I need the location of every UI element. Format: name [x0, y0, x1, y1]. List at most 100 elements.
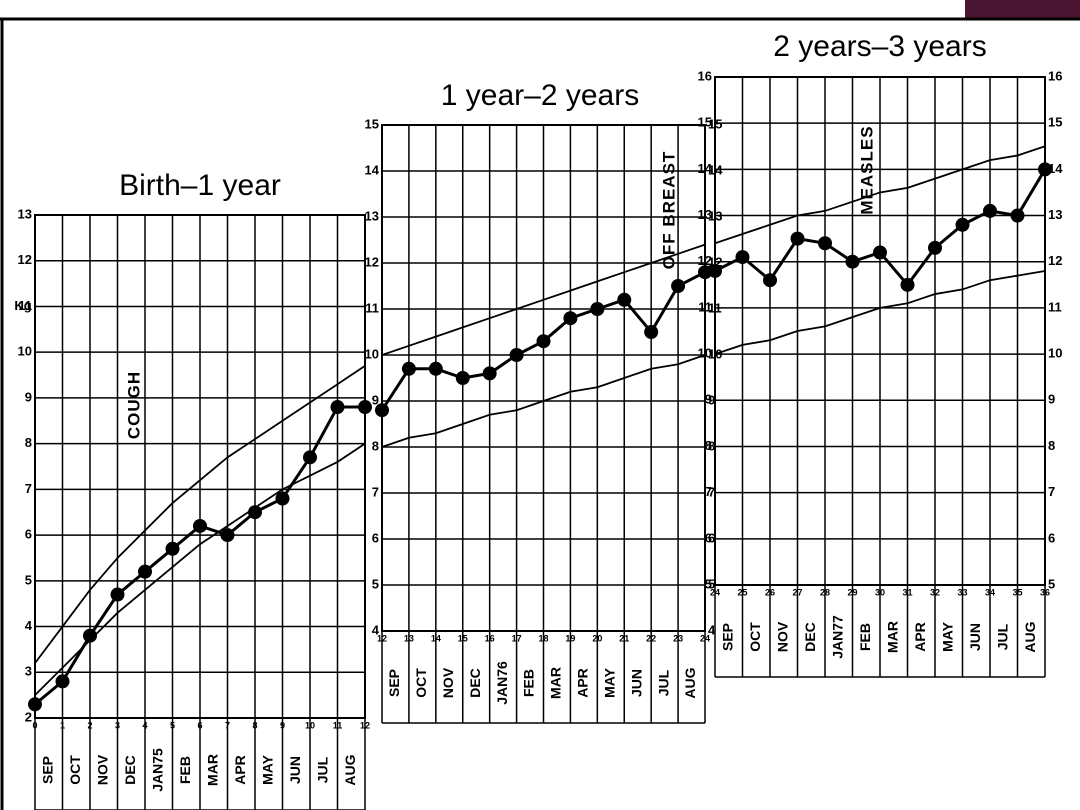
- weight-point: [401, 361, 416, 376]
- month-label: NOV: [774, 621, 790, 652]
- x-tick-label: 36: [1040, 587, 1050, 597]
- month-label: JAN75: [149, 748, 165, 792]
- month-label: SEP: [39, 756, 55, 784]
- x-tick-label: 21: [619, 633, 629, 643]
- corner-bar: [965, 0, 1080, 18]
- month-label: AUG: [1022, 621, 1038, 652]
- weight-point: [28, 697, 42, 712]
- weight-point: [536, 334, 551, 349]
- y-tick-label: 14: [1048, 161, 1063, 176]
- x-tick-label: 7: [225, 720, 230, 730]
- weight-point: [671, 279, 686, 293]
- y-tick-label: 8: [25, 435, 32, 450]
- y-tick-label: 13: [18, 206, 32, 221]
- y-tick-label: 7: [708, 484, 715, 499]
- x-tick-label: 16: [485, 633, 495, 643]
- weight-point: [165, 541, 180, 556]
- y-tick-label: 6: [372, 530, 379, 545]
- y-tick-label: 4: [25, 618, 33, 633]
- weight-point: [220, 528, 235, 543]
- y-tick-label: 8: [708, 438, 715, 453]
- x-tick-label: 26: [765, 587, 775, 597]
- x-tick-label: 3: [115, 720, 120, 730]
- y-tick-label: 12: [365, 254, 379, 269]
- y-tick-label: 13: [365, 208, 379, 223]
- month-label: JAN76: [494, 661, 510, 705]
- weight-point: [1010, 208, 1025, 223]
- weight-point: [563, 311, 578, 326]
- weight-point: [928, 240, 942, 255]
- x-tick-label: 0: [32, 720, 37, 730]
- month-label: FEB: [521, 669, 537, 697]
- x-tick-label: 15: [458, 633, 468, 643]
- weight-point: [790, 231, 805, 246]
- month-label: SEP: [719, 623, 735, 651]
- month-label: APR: [912, 622, 928, 652]
- weight-point: [330, 400, 345, 415]
- y-tick-label: 5: [1048, 576, 1055, 591]
- y-tick-label: 4: [708, 622, 716, 637]
- weight-point: [55, 674, 70, 689]
- reference-curve: [381, 354, 706, 448]
- month-label: SEP: [386, 669, 402, 697]
- y-axis-label: Kg: [14, 298, 31, 313]
- x-tick-label: 23: [673, 633, 683, 643]
- y-tick-label: 5: [708, 576, 715, 591]
- month-label: MAR: [548, 667, 564, 699]
- x-tick-label: 34: [985, 587, 995, 597]
- weight-point: [818, 236, 832, 251]
- weight-point: [375, 403, 389, 418]
- weight-point: [617, 292, 632, 307]
- month-label: FEB: [177, 756, 193, 784]
- x-tick-label: 13: [404, 633, 414, 643]
- x-tick-label: 24: [700, 633, 710, 643]
- x-tick-label: 18: [538, 633, 548, 643]
- x-tick-label: 14: [431, 633, 441, 643]
- y-tick-label: 9: [372, 392, 379, 407]
- y-tick-label: 10: [18, 344, 32, 359]
- y-tick-label: 10: [365, 346, 379, 361]
- month-label: JUN: [287, 756, 303, 784]
- month-label: JUL: [314, 756, 330, 783]
- x-tick-label: 11: [333, 720, 343, 730]
- month-label: DEC: [467, 668, 483, 698]
- x-tick-label: 12: [377, 633, 387, 643]
- month-label: DEC: [122, 755, 138, 785]
- weight-point: [138, 564, 152, 579]
- weight-point: [110, 587, 125, 602]
- month-label: MAR: [204, 754, 220, 786]
- month-label: MAY: [601, 667, 617, 697]
- y-tick-label: 13: [698, 207, 712, 222]
- y-tick-label: 7: [25, 481, 32, 496]
- weight-point: [873, 245, 887, 260]
- y-tick-label: 11: [365, 300, 379, 315]
- y-tick-label: 14: [365, 162, 380, 177]
- x-tick-label: 6: [197, 720, 202, 730]
- y-tick-label: 11: [1048, 299, 1062, 314]
- y-tick-label: 9: [1048, 392, 1055, 407]
- weight-point: [644, 325, 659, 339]
- y-tick-label: 15: [1048, 115, 1062, 130]
- month-label: OCT: [67, 755, 83, 785]
- month-label: JUL: [655, 669, 671, 696]
- annotation: OFF BREAST: [659, 151, 678, 270]
- x-tick-label: 2: [87, 720, 92, 730]
- y-tick-label: 14: [698, 161, 713, 176]
- month-label: JUN: [967, 623, 983, 651]
- month-label: APR: [575, 668, 591, 698]
- month-label: MAR: [884, 621, 900, 653]
- y-tick-label: 15: [365, 116, 379, 131]
- y-tick-label: 9: [705, 392, 712, 407]
- x-tick-label: 17: [512, 633, 522, 643]
- month-label: FEB: [857, 623, 873, 651]
- weight-point: [900, 277, 915, 292]
- weight-point: [735, 250, 750, 265]
- month-label: JAN77: [829, 615, 845, 659]
- y-tick-label: 12: [698, 253, 712, 268]
- y-tick-label: 10: [698, 346, 712, 361]
- y-tick-label: 6: [25, 527, 32, 542]
- y-tick-label: 13: [1048, 207, 1062, 222]
- annotation: COUGH: [124, 371, 143, 439]
- panel-title: Birth–1 year: [119, 169, 281, 202]
